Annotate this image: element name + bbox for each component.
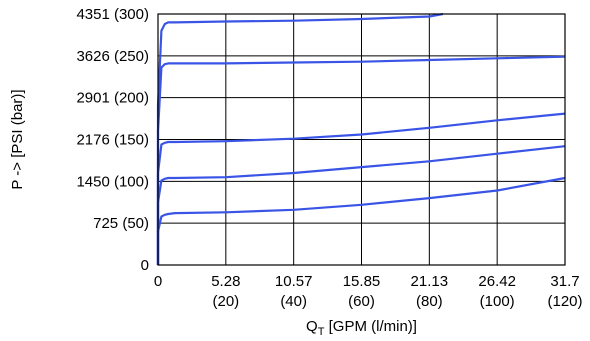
series-line-4 (156, 55, 566, 265)
x-axis-label-unit: [GPM (l/min)] (324, 318, 417, 335)
y-tick-label: 2176 (150) (76, 132, 149, 149)
plot-frame (157, 13, 566, 266)
series-group (156, 12, 566, 265)
y-tick-labels: 0 725 (50) 1450 (100) 2176 (150) 2901 (200) 3… (76, 6, 149, 274)
x-tick-label-metric: (120) (547, 293, 582, 310)
series-line-3 (156, 112, 566, 265)
series-line-2 (156, 145, 566, 265)
series-line-1 (156, 176, 566, 265)
x-axis-label-subscript: T (318, 326, 325, 338)
x-tick-label: 0 (154, 273, 162, 290)
x-tick-label: 21.13 (411, 273, 449, 290)
x-tick-label: 26.42 (478, 273, 516, 290)
x-tick-label-metric: (100) (480, 293, 515, 310)
y-tick-label: 3626 (250) (76, 48, 149, 65)
x-tick-label-metric: (80) (416, 293, 443, 310)
x-axis-label: QT [GPM (l/min)] (306, 318, 417, 338)
x-tick-label: 15.85 (343, 273, 381, 290)
y-tick-label: 1450 (100) (76, 173, 149, 190)
y-tick-label: 2901 (200) (76, 90, 149, 107)
y-tick-label: 4351 (300) (76, 6, 149, 23)
x-tick-labels: 0 5.28 (20) 10.57 (40) 15.85 (60) 21.13 (80) 26.4… (154, 273, 583, 310)
grid (158, 14, 565, 265)
x-tick-label: 5.28 (211, 273, 240, 290)
x-tick-label-metric: (60) (348, 293, 375, 310)
x-tick-label-metric: (40) (280, 293, 307, 310)
y-axis-label: P -> [PSI (bar)] (9, 89, 26, 189)
x-tick-label: 10.57 (275, 273, 313, 290)
x-axis-label-main: Q (306, 318, 318, 335)
x-tick-label-metric: (20) (212, 293, 239, 310)
x-tick-label: 31.7 (550, 273, 579, 290)
series-line-5 (156, 12, 444, 265)
y-tick-label: 725 (50) (93, 215, 149, 232)
y-tick-label: 0 (141, 257, 149, 274)
